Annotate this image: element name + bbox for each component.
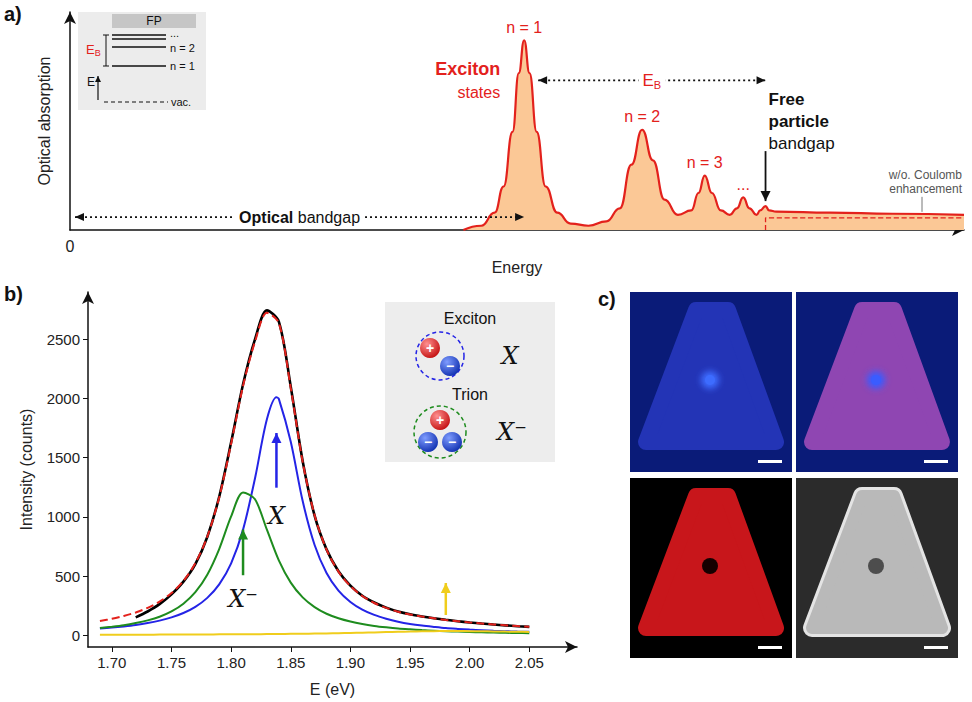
svg-text:1.80: 1.80 bbox=[217, 654, 246, 671]
svg-text:Intensity (counts): Intensity (counts) bbox=[18, 409, 35, 531]
svg-text:E (eV): E (eV) bbox=[310, 681, 355, 698]
svg-text:2.00: 2.00 bbox=[455, 654, 484, 671]
svg-text:n = 2: n = 2 bbox=[170, 42, 195, 54]
svg-text:2500: 2500 bbox=[47, 331, 80, 348]
svg-text:n = 2: n = 2 bbox=[624, 108, 660, 125]
svg-text:vac.: vac. bbox=[171, 96, 191, 108]
svg-text:a): a) bbox=[4, 3, 22, 25]
svg-text:+: + bbox=[436, 412, 444, 428]
svg-text:−: − bbox=[446, 358, 454, 374]
svg-text:Exciton: Exciton bbox=[435, 59, 500, 79]
svg-text:1.95: 1.95 bbox=[395, 654, 424, 671]
svg-text:1.75: 1.75 bbox=[157, 654, 186, 671]
svg-text:states: states bbox=[457, 84, 500, 101]
svg-text:particle: particle bbox=[769, 112, 829, 131]
svg-text:+: + bbox=[426, 340, 434, 356]
svg-text:Optical absorption: Optical absorption bbox=[36, 57, 53, 186]
svg-text:E: E bbox=[87, 75, 95, 89]
svg-text:B: B bbox=[95, 48, 101, 58]
svg-text:...: ... bbox=[170, 27, 179, 39]
svg-text:Free: Free bbox=[769, 90, 805, 109]
svg-text:Trion: Trion bbox=[452, 386, 488, 403]
svg-text:1000: 1000 bbox=[47, 508, 80, 525]
svg-text:Exciton: Exciton bbox=[444, 310, 496, 327]
svg-text:FP: FP bbox=[146, 14, 161, 28]
svg-text:1.85: 1.85 bbox=[276, 654, 305, 671]
svg-text:−: − bbox=[448, 434, 456, 450]
svg-text:Energy: Energy bbox=[492, 259, 543, 276]
svg-text:E: E bbox=[643, 71, 654, 90]
svg-text:w/o. Coulomb: w/o. Coulomb bbox=[888, 168, 963, 182]
svg-text:1500: 1500 bbox=[47, 449, 80, 466]
svg-text:1.90: 1.90 bbox=[336, 654, 365, 671]
svg-text:X: X bbox=[266, 502, 286, 530]
svg-text:n = 3: n = 3 bbox=[687, 154, 723, 171]
svg-text:2000: 2000 bbox=[47, 390, 80, 407]
svg-text:X⁻: X⁻ bbox=[226, 585, 258, 613]
svg-text:n = 1: n = 1 bbox=[170, 60, 195, 72]
svg-text:Optical: Optical bbox=[239, 209, 293, 226]
svg-text:enhancement: enhancement bbox=[889, 182, 962, 196]
svg-text:b): b) bbox=[4, 283, 23, 305]
svg-text:...: ... bbox=[737, 176, 750, 193]
svg-text:B: B bbox=[654, 79, 661, 91]
svg-text:0: 0 bbox=[72, 627, 80, 644]
svg-text:2.05: 2.05 bbox=[515, 654, 544, 671]
svg-text:0: 0 bbox=[66, 238, 75, 255]
svg-text:X⁻: X⁻ bbox=[495, 418, 527, 446]
svg-text:500: 500 bbox=[55, 568, 80, 585]
svg-text:1.70: 1.70 bbox=[97, 654, 126, 671]
svg-text:c): c) bbox=[598, 288, 616, 310]
svg-text:X: X bbox=[499, 342, 519, 370]
svg-text:E: E bbox=[86, 42, 95, 57]
svg-text:n = 1: n = 1 bbox=[506, 19, 542, 36]
svg-text:bandgap: bandgap bbox=[293, 209, 360, 226]
svg-text:−: − bbox=[424, 434, 432, 450]
svg-text:bandgap: bandgap bbox=[769, 134, 835, 153]
